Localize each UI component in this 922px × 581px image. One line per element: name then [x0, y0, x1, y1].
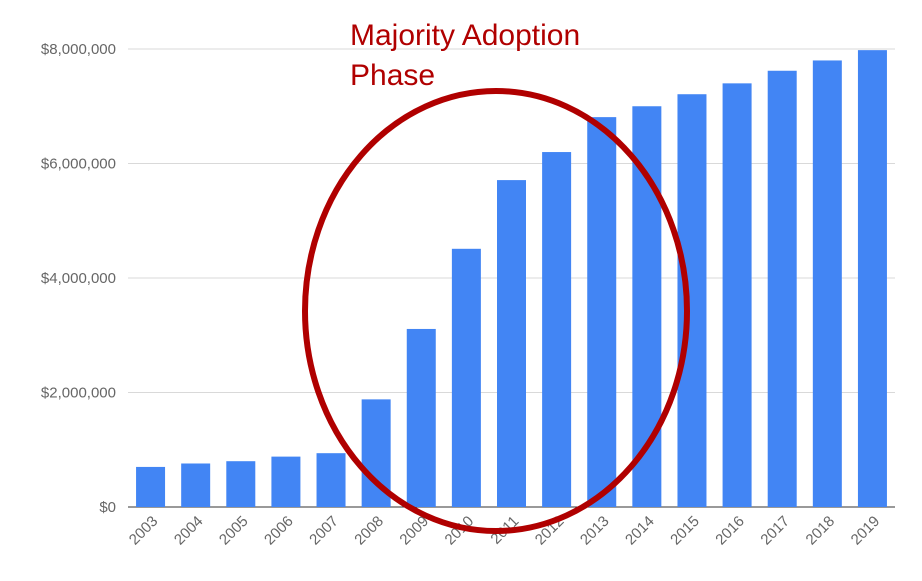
x-tick-label: 2004 — [171, 513, 207, 549]
y-tick-label: $6,000,000 — [41, 156, 116, 173]
y-tick-label: $8,000,000 — [41, 41, 116, 58]
x-tick-label: 2015 — [667, 513, 703, 549]
bar — [451, 248, 481, 508]
bar — [497, 180, 526, 508]
bar — [587, 117, 617, 507]
bar — [181, 463, 211, 507]
bar — [857, 50, 887, 508]
bar — [812, 60, 842, 507]
x-tick-label: 2019 — [848, 513, 884, 549]
x-tick-label: 2008 — [351, 513, 387, 549]
highlight-ellipse — [302, 88, 690, 534]
x-tick-label: 2006 — [261, 513, 297, 549]
x-tick-label: 2003 — [126, 513, 162, 549]
x-tick-label: 2018 — [803, 513, 839, 549]
x-tick-label: 2014 — [622, 513, 658, 549]
bar — [316, 453, 346, 507]
bar — [406, 328, 436, 507]
bars — [136, 50, 887, 508]
bar — [677, 94, 707, 507]
y-axis: $0 $2,000,000 $4,000,000 $6,000,000 $8,000,0… — [41, 41, 116, 516]
x-tick-label: 2016 — [712, 513, 748, 549]
y-tick-label: $2,000,000 — [41, 385, 116, 402]
bar — [226, 461, 256, 507]
bar — [542, 152, 572, 508]
annotation-label-line-2: Phase — [350, 59, 435, 92]
annotation: Majority Adoption Phase — [302, 19, 690, 534]
x-tick-label: 2013 — [577, 513, 613, 549]
annotation-label-line-1: Majority Adoption — [350, 19, 580, 52]
x-tick-label: 2005 — [216, 513, 252, 549]
bar — [271, 456, 301, 507]
bar — [722, 83, 752, 507]
x-tick-label: 2017 — [757, 513, 793, 549]
bar — [136, 466, 166, 507]
x-tick-label: 2007 — [306, 513, 342, 549]
y-tick-label: $0 — [99, 499, 116, 516]
y-tick-label: $4,000,000 — [41, 270, 116, 287]
bar — [767, 70, 797, 507]
